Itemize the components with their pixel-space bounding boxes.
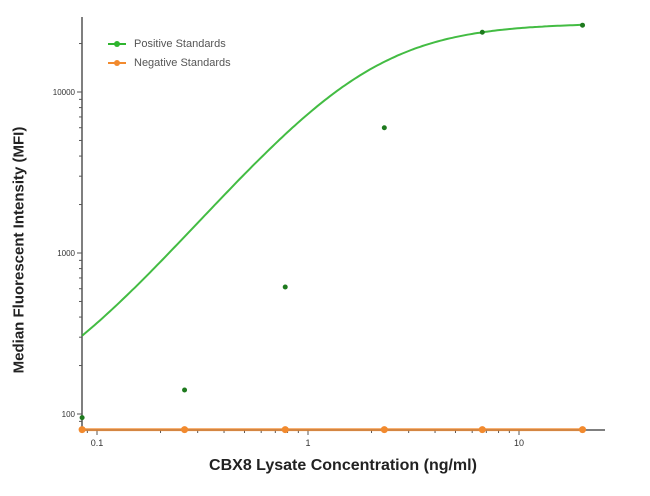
series-layer <box>78 22 587 434</box>
data-point <box>478 426 486 434</box>
legend-marker-icon <box>108 58 126 68</box>
data-point <box>380 426 388 434</box>
x-tick-label: 10 <box>514 438 524 448</box>
legend-marker-icon <box>108 39 126 49</box>
y-tick-label: 100 <box>62 410 76 419</box>
legend-label: Positive Standards <box>134 37 226 50</box>
data-point <box>181 426 189 434</box>
x-axis-label: CBX8 Lysate Concentration (ng/ml) <box>209 457 477 474</box>
data-point <box>282 284 288 290</box>
x-tick-label: 1 <box>305 438 310 448</box>
series-line <box>81 23 583 337</box>
legend-item-positive: Positive Standards <box>108 34 231 53</box>
x-tick-label: 0.1 <box>91 438 104 448</box>
axes: 100 1000 10000 0.1 1 10 <box>53 17 605 448</box>
legend-item-negative: Negative Standards <box>108 53 231 72</box>
data-point <box>479 29 485 35</box>
data-point <box>182 387 188 393</box>
y-axis-label: Median Fluorescent Intensity (MFI) <box>4 80 34 420</box>
data-point <box>580 22 586 28</box>
y-tick-label: 10000 <box>53 88 76 97</box>
legend: Positive Standards Negative Standards <box>108 34 231 72</box>
data-point <box>579 426 587 434</box>
legend-label: Negative Standards <box>134 56 231 69</box>
data-point <box>281 426 289 434</box>
y-axis-label-text: Median Fluorescent Intensity (MFI) <box>10 126 28 374</box>
y-tick-label: 1000 <box>57 249 75 258</box>
data-point <box>78 426 86 434</box>
data-point <box>79 415 85 421</box>
data-point <box>381 125 387 131</box>
